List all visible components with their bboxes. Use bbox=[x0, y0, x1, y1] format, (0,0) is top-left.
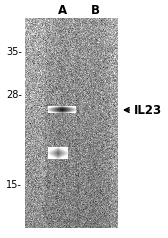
Text: A: A bbox=[57, 4, 67, 16]
Text: 15-: 15- bbox=[6, 180, 22, 190]
Text: B: B bbox=[91, 4, 99, 16]
Text: 35-: 35- bbox=[6, 47, 22, 57]
Text: IL23: IL23 bbox=[134, 104, 162, 116]
Text: 28-: 28- bbox=[6, 90, 22, 100]
